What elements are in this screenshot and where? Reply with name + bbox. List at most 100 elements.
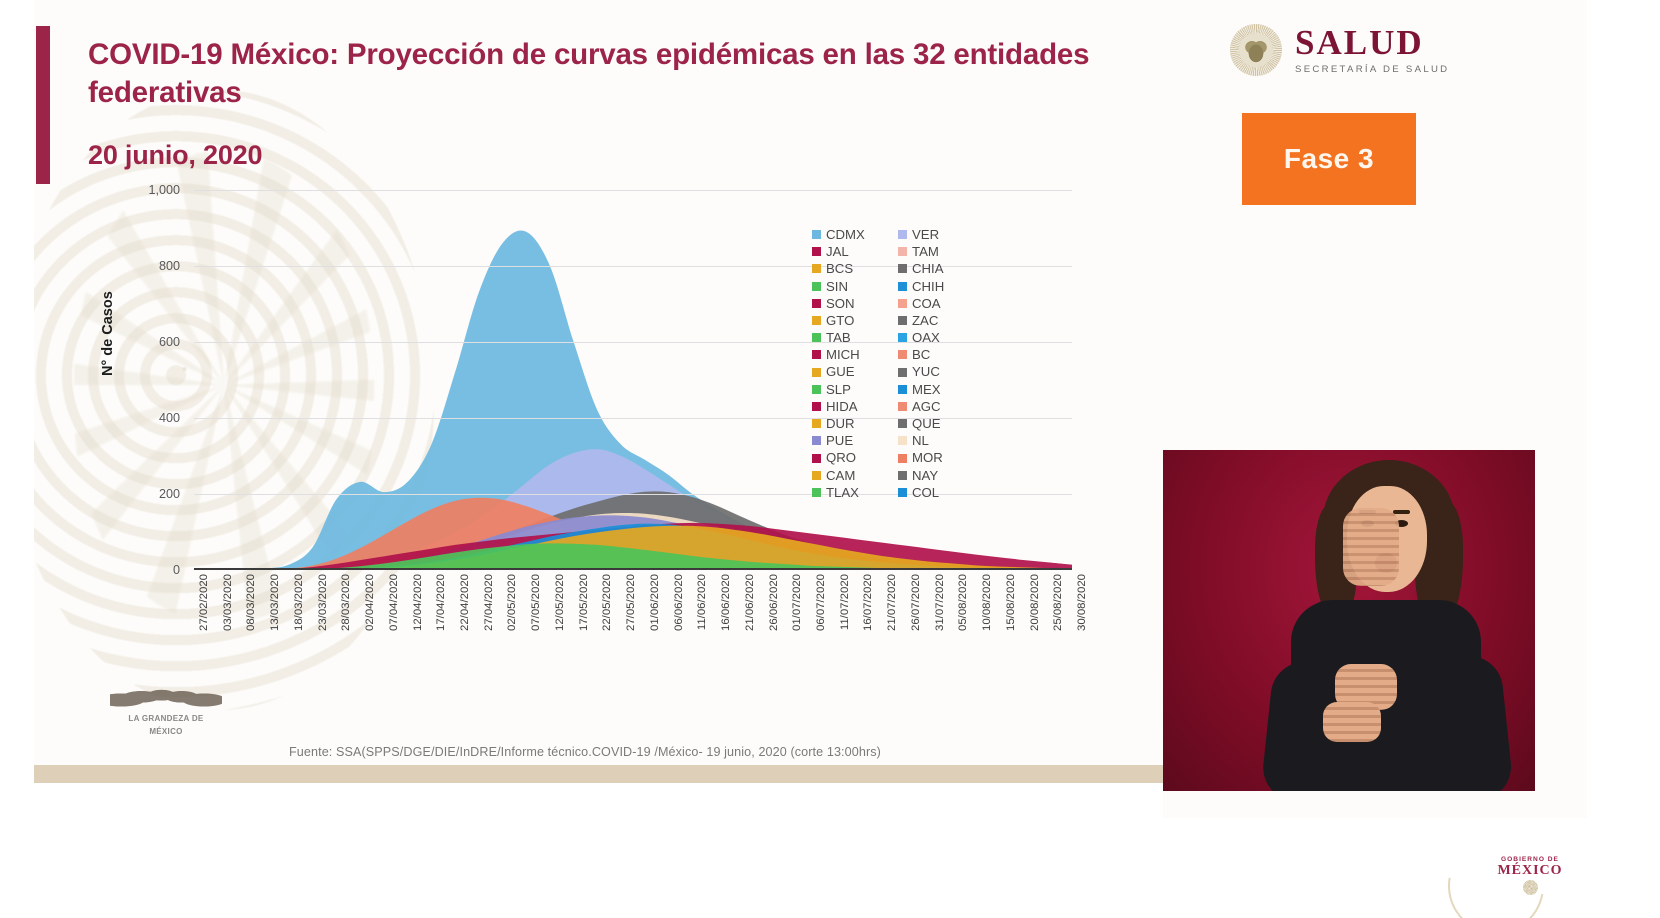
legend-item[interactable]: BC <box>898 346 984 363</box>
x-axis-line <box>194 568 1072 570</box>
legend-item[interactable]: SLP <box>812 381 898 398</box>
legend-color-swatch <box>812 333 821 343</box>
legend-item[interactable]: CAM <box>812 467 898 484</box>
title-block: COVID-19 México: Proyección de curvas ep… <box>88 36 1148 171</box>
salud-title: SALUD <box>1295 23 1424 63</box>
emblem-caption-line1: LA GRANDEZA DE <box>128 714 204 723</box>
x-tick-label: 22/05/2020 <box>601 574 614 632</box>
x-axis-labels: 27/02/2020 03/03/2020 08/03/2020 13/03/2020… <box>194 574 1088 682</box>
legend-item[interactable]: DUR <box>812 415 898 432</box>
salud-wordmark: SALUD SECRETARÍA DE SALUD <box>1295 25 1449 75</box>
legend-color-swatch <box>812 350 821 360</box>
legend-color-swatch <box>812 230 821 240</box>
legend-item[interactable]: BCS <box>812 260 898 277</box>
emblem-caption-line2: MÉXICO <box>149 726 183 736</box>
legend-item[interactable]: TAM <box>898 243 984 260</box>
legend-color-swatch <box>898 401 907 411</box>
interpreter-brow-right <box>1393 510 1410 514</box>
legend-color-swatch <box>898 281 907 291</box>
legend-item[interactable]: QUE <box>898 415 984 432</box>
gridline <box>194 266 1072 267</box>
legend-label: QUE <box>912 416 941 432</box>
x-tick-label: 26/07/2020 <box>909 574 922 632</box>
legend-label: TAB <box>826 330 851 346</box>
source-note: Fuente: SSA(SPPS/DGE/DIE/InDRE/Informe t… <box>289 745 881 759</box>
legend-item[interactable]: MICH <box>812 346 898 363</box>
gobierno-de-mexico-logo: GOBIERNO DE MÉXICO <box>1429 819 1590 918</box>
x-tick-label: 17/04/2020 <box>435 574 448 632</box>
legend-item[interactable]: OAX <box>898 329 984 346</box>
legend-item[interactable]: VER <box>898 226 984 243</box>
legend-color-swatch <box>898 436 907 446</box>
legend-label: TAM <box>912 244 939 260</box>
legend-label: PUE <box>826 433 854 449</box>
chart-legend: CDMX VER JAL TAM BCS CHIA SIN CHIH SON COA GTO ZAC T… <box>812 226 984 501</box>
x-tick-label: 23/03/2020 <box>316 574 329 632</box>
legend-label: SIN <box>826 278 848 294</box>
gridline <box>194 494 1072 495</box>
title-accent-bar <box>36 26 50 184</box>
interpreter-eye-right <box>1395 520 1408 527</box>
legend-label: GTO <box>826 312 855 328</box>
legend-label: CDMX <box>826 226 865 242</box>
legend-color-swatch <box>812 264 821 274</box>
legend-item[interactable]: SON <box>812 295 898 312</box>
legend-item[interactable]: NAY <box>898 467 984 484</box>
x-tick-label: 16/07/2020 <box>862 574 875 632</box>
legend-item[interactable]: NL <box>898 432 984 449</box>
legend-label: CHIH <box>912 278 945 294</box>
legend-color-swatch <box>812 436 821 446</box>
legend-label: YUC <box>912 364 940 380</box>
x-tick-label: 28/03/2020 <box>340 574 353 632</box>
legend-color-swatch <box>812 384 821 394</box>
legend-item[interactable]: CHIH <box>898 278 984 295</box>
legend-item[interactable]: COL <box>898 484 984 501</box>
legend-label: MICH <box>826 347 860 363</box>
sign-language-interpreter-video <box>1163 450 1535 791</box>
legend-label: SON <box>826 295 855 311</box>
legend-color-swatch <box>812 487 821 497</box>
legend-item[interactable]: MOR <box>898 449 984 466</box>
legend-item[interactable]: ZAC <box>898 312 984 329</box>
legend-item[interactable]: TLAX <box>812 484 898 501</box>
y-tick-label: 400 <box>158 411 180 425</box>
legend-label: JAL <box>826 244 849 260</box>
legend-label: NAY <box>912 467 939 483</box>
legend-item[interactable]: CDMX <box>812 226 898 243</box>
legend-color-swatch <box>898 264 907 274</box>
x-tick-label: 25/08/2020 <box>1052 574 1065 632</box>
legend-label: DUR <box>826 416 855 432</box>
phase-badge-label: Fase 3 <box>1283 143 1375 174</box>
legend-item[interactable]: AGC <box>898 398 984 415</box>
legend-item[interactable]: CHIA <box>898 260 984 277</box>
x-tick-label: 03/03/2020 <box>221 574 234 632</box>
legend-color-swatch <box>812 316 821 326</box>
legend-item[interactable]: HIDA <box>812 398 898 415</box>
legend-item[interactable]: GTO <box>812 312 898 329</box>
x-tick-label: 30/08/2020 <box>1076 574 1088 632</box>
x-tick-label: 12/05/2020 <box>553 574 566 632</box>
legend-item[interactable]: TAB <box>812 329 898 346</box>
legend-item[interactable]: COA <box>898 295 984 312</box>
legend-label: HIDA <box>826 398 858 414</box>
legend-color-swatch <box>898 487 907 497</box>
legend-item[interactable]: MEX <box>898 381 984 398</box>
legend-color-swatch <box>812 419 821 429</box>
phase-badge: Fase 3 <box>1242 113 1416 205</box>
legend-label: MEX <box>912 381 941 397</box>
salud-logo: SALUD SECRETARÍA DE SALUD <box>1230 24 1449 76</box>
x-tick-label: 13/03/2020 <box>269 574 282 632</box>
legend-item[interactable]: SIN <box>812 278 898 295</box>
x-tick-label: 15/08/2020 <box>1004 574 1017 632</box>
legend-item[interactable]: YUC <box>898 364 984 381</box>
x-tick-label: 02/05/2020 <box>506 574 519 632</box>
gridline <box>194 418 1072 419</box>
legend-item[interactable]: JAL <box>812 243 898 260</box>
x-tick-label: 12/04/2020 <box>411 574 424 632</box>
y-tick-label: 1,000 <box>148 183 180 197</box>
legend-item[interactable]: QRO <box>812 449 898 466</box>
legend-item[interactable]: GUE <box>812 364 898 381</box>
legend-item[interactable]: PUE <box>812 432 898 449</box>
x-tick-label: 11/06/2020 <box>696 574 709 631</box>
